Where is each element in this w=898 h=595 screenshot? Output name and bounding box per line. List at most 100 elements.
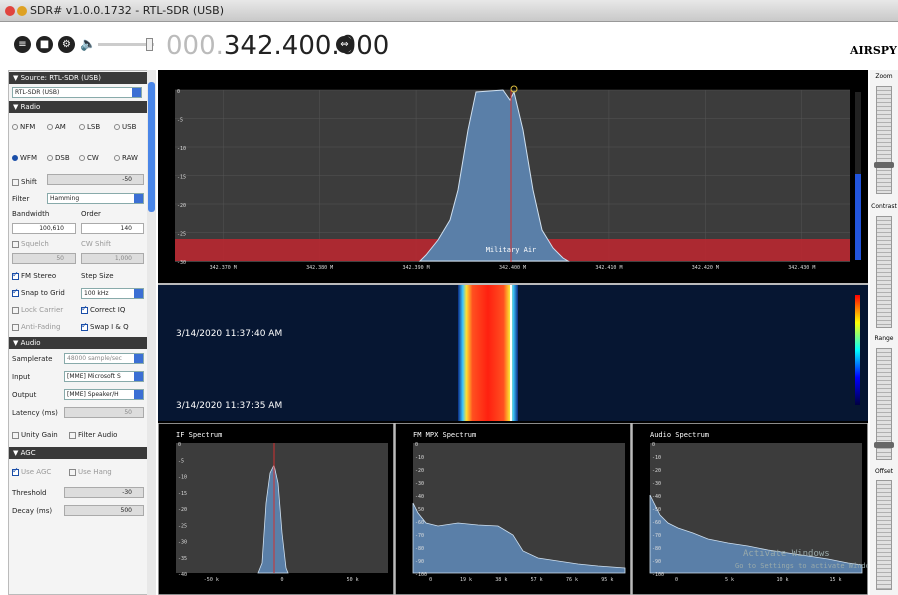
spectrum-y-tick: -25 [177, 232, 186, 238]
squelch-input[interactable]: 50 [12, 253, 76, 264]
input-value: [MME] Microsoft S [67, 373, 121, 380]
spectrum-level-fill [855, 174, 861, 260]
waterfall[interactable]: 3/14/2020 11:37:40 AM 3/14/2020 11:37:35… [158, 283, 868, 421]
mode-am[interactable]: AM [47, 123, 66, 131]
lock-carrier-checkbox[interactable]: Lock Carrier [12, 306, 63, 314]
waterfall-signal [458, 285, 518, 421]
audio-y-tick: -70 [652, 533, 661, 539]
contrast-slider[interactable] [876, 216, 892, 328]
mode-raw[interactable]: RAW [114, 154, 138, 162]
volume-slider-thumb[interactable] [146, 38, 153, 51]
audio-header[interactable]: ▼ Audio [9, 337, 155, 349]
zoom-slider[interactable] [876, 86, 892, 194]
menu-icon[interactable]: ≡ [14, 36, 31, 53]
offset-slider[interactable] [876, 480, 892, 590]
mpx-y-tick: -100 [415, 572, 427, 578]
checkbox-checked [81, 321, 88, 331]
use-hang-checkbox[interactable]: Use Hang [69, 468, 112, 476]
source-header[interactable]: ▼ Source: RTL-SDR (USB) [9, 72, 155, 84]
shift-checkbox[interactable]: Shift [12, 178, 37, 186]
threshold-input[interactable]: -30 [64, 487, 144, 498]
frequency-display[interactable]: 000.342.400.000 [166, 31, 389, 61]
range-slider-thumb[interactable] [874, 442, 894, 448]
decay-input[interactable]: 500 [64, 505, 144, 516]
output-select[interactable]: [MME] Speaker/H [64, 389, 144, 400]
audio-header-label: Audio [20, 339, 41, 347]
settings-scrollbar[interactable] [147, 70, 156, 595]
radio-header[interactable]: ▼ Radio [9, 101, 155, 113]
anti-fading-checkbox[interactable]: Anti-Fading [12, 323, 60, 331]
decay-label: Decay (ms) [12, 507, 53, 515]
snap-to-grid-checkbox[interactable]: Snap to Grid [12, 287, 65, 297]
mode-wfm[interactable]: WFM [12, 154, 37, 162]
audio-y-tick: -40 [652, 494, 661, 500]
step-size-value: 100 kHz [84, 290, 109, 297]
radio-header-label: Radio [20, 103, 41, 111]
mode-cw[interactable]: CW [79, 154, 99, 162]
frequency-value: 342.400.000 [223, 31, 390, 61]
step-size-select[interactable]: 100 kHz [81, 288, 144, 299]
unity-gain-checkbox[interactable]: Unity Gain [12, 431, 58, 439]
chevron-down-icon [134, 289, 143, 298]
chevron-down-icon [134, 354, 143, 363]
use-hang-label: Use Hang [78, 468, 112, 476]
cw-shift-input[interactable]: 1,000 [81, 253, 144, 264]
spectrum-x-tick: 342.370 M [210, 265, 237, 271]
bandwidth-label: Bandwidth [12, 210, 50, 218]
range-slider[interactable] [876, 348, 892, 460]
spectrum-x-tick: 342.430 M [788, 265, 815, 271]
zoom-slider-thumb[interactable] [874, 162, 894, 168]
bandwidth-input[interactable]: 100,610 [12, 223, 76, 234]
filter-audio-label: Filter Audio [78, 431, 118, 439]
spectrum-x-tick: 342.390 M [403, 265, 430, 271]
checkbox [12, 306, 19, 314]
latency-label: Latency (ms) [12, 409, 58, 417]
source-device-select[interactable]: RTL-SDR (USB) [12, 87, 142, 98]
frequency-step-icon[interactable]: ⇔ [336, 36, 353, 53]
swap-iq-checkbox[interactable]: Swap I & Q [81, 321, 129, 331]
filter-select[interactable]: Hamming [47, 193, 144, 204]
right-panel: Zoom Contrast Range Offset [870, 70, 898, 595]
mode-nfm[interactable]: NFM [12, 123, 35, 131]
correct-iq-checkbox[interactable]: Correct IQ [81, 304, 125, 314]
spectrum-y-tick: -20 [177, 203, 186, 209]
snap-to-grid-label: Snap to Grid [21, 289, 65, 297]
use-agc-checkbox[interactable]: Use AGC [12, 466, 51, 476]
agc-header[interactable]: ▼ AGC [9, 447, 155, 459]
settings-scrollbar-thumb[interactable] [148, 82, 155, 212]
audio-x-tick: 0 [675, 577, 678, 583]
gear-icon[interactable]: ⚙ [58, 36, 75, 53]
mode-dsb[interactable]: DSB [47, 154, 70, 162]
window-title: SDR# v1.0.0.1732 - RTL-SDR (USB) [30, 4, 224, 17]
if-spectrum-signal [257, 463, 289, 574]
lock-carrier-label: Lock Carrier [21, 306, 64, 314]
checkbox [69, 468, 76, 476]
if-x-tick: 50 k [347, 577, 359, 583]
audio-y-tick: -100 [652, 572, 664, 578]
input-select[interactable]: [MME] Microsoft S [64, 371, 144, 382]
mpx-y-tick: -60 [415, 520, 424, 526]
mode-lsb[interactable]: LSB [79, 123, 100, 131]
volume-slider[interactable] [98, 38, 154, 51]
samplerate-select[interactable]: 48000 sample/sec [64, 353, 144, 364]
stop-icon[interactable]: ■ [36, 36, 53, 53]
latency-input[interactable]: 50 [64, 407, 144, 418]
shift-input[interactable]: -50 [47, 174, 144, 185]
squelch-checkbox[interactable]: Squelch [12, 240, 49, 248]
order-input[interactable]: 140 [81, 223, 144, 234]
spectrum-y-tick: -5 [177, 118, 183, 124]
close-window-button[interactable] [5, 6, 15, 16]
samplerate-value: 48000 sample/sec [67, 355, 122, 362]
mode-usb[interactable]: USB [114, 123, 136, 131]
fm-stereo-checkbox[interactable]: FM Stereo [12, 270, 56, 280]
zoom-label: Zoom [875, 73, 893, 80]
minimize-window-button[interactable] [17, 6, 27, 16]
volume-icon[interactable]: 🔈 [80, 36, 97, 53]
tuning-marker[interactable] [510, 85, 518, 93]
audio-spectrum-signal [649, 494, 863, 574]
spectrum-analyzer[interactable]: Military Air 0 -5 -10 -15 -20 -25 -30 342.370 … [158, 70, 868, 282]
audio-y-tick: -20 [652, 468, 661, 474]
mpx-x-tick: 38 k [495, 577, 507, 583]
filter-audio-checkbox[interactable]: Filter Audio [69, 431, 117, 439]
order-label: Order [81, 210, 101, 218]
